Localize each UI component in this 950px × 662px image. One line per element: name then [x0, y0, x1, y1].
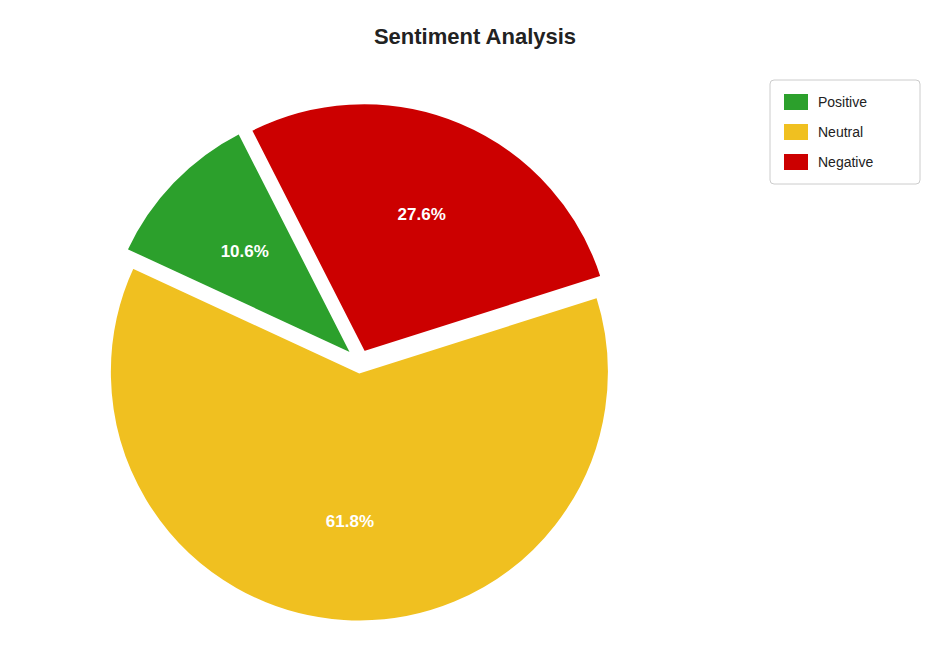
- legend-swatch: [784, 124, 808, 140]
- legend-frame: [770, 80, 920, 184]
- data-label: 10.6%: [221, 242, 269, 261]
- legend-label: Positive: [818, 94, 867, 110]
- data-label: 61.8%: [326, 512, 374, 531]
- legend-swatch: [784, 154, 808, 170]
- legend-item: Negative: [784, 154, 873, 170]
- pie-group: [109, 103, 609, 622]
- legend: Positive Neutral Negative: [770, 80, 920, 184]
- data-label: 27.6%: [398, 205, 446, 224]
- legend-item: Neutral: [784, 124, 863, 140]
- legend-item: Positive: [784, 94, 867, 110]
- legend-label: Neutral: [818, 124, 863, 140]
- legend-label: Negative: [818, 154, 873, 170]
- legend-swatch: [784, 94, 808, 110]
- data-labels: 27.6% 61.8% 10.6%: [221, 205, 446, 531]
- chart-title: Sentiment Analysis: [374, 24, 576, 49]
- pie-slice: [109, 267, 609, 622]
- chart-container: Sentiment Analysis 27.6% 61.8% 10.6% Positiv…: [0, 0, 950, 662]
- chart-svg: Sentiment Analysis 27.6% 61.8% 10.6% Positiv…: [0, 0, 950, 662]
- pie-slice: [126, 132, 353, 355]
